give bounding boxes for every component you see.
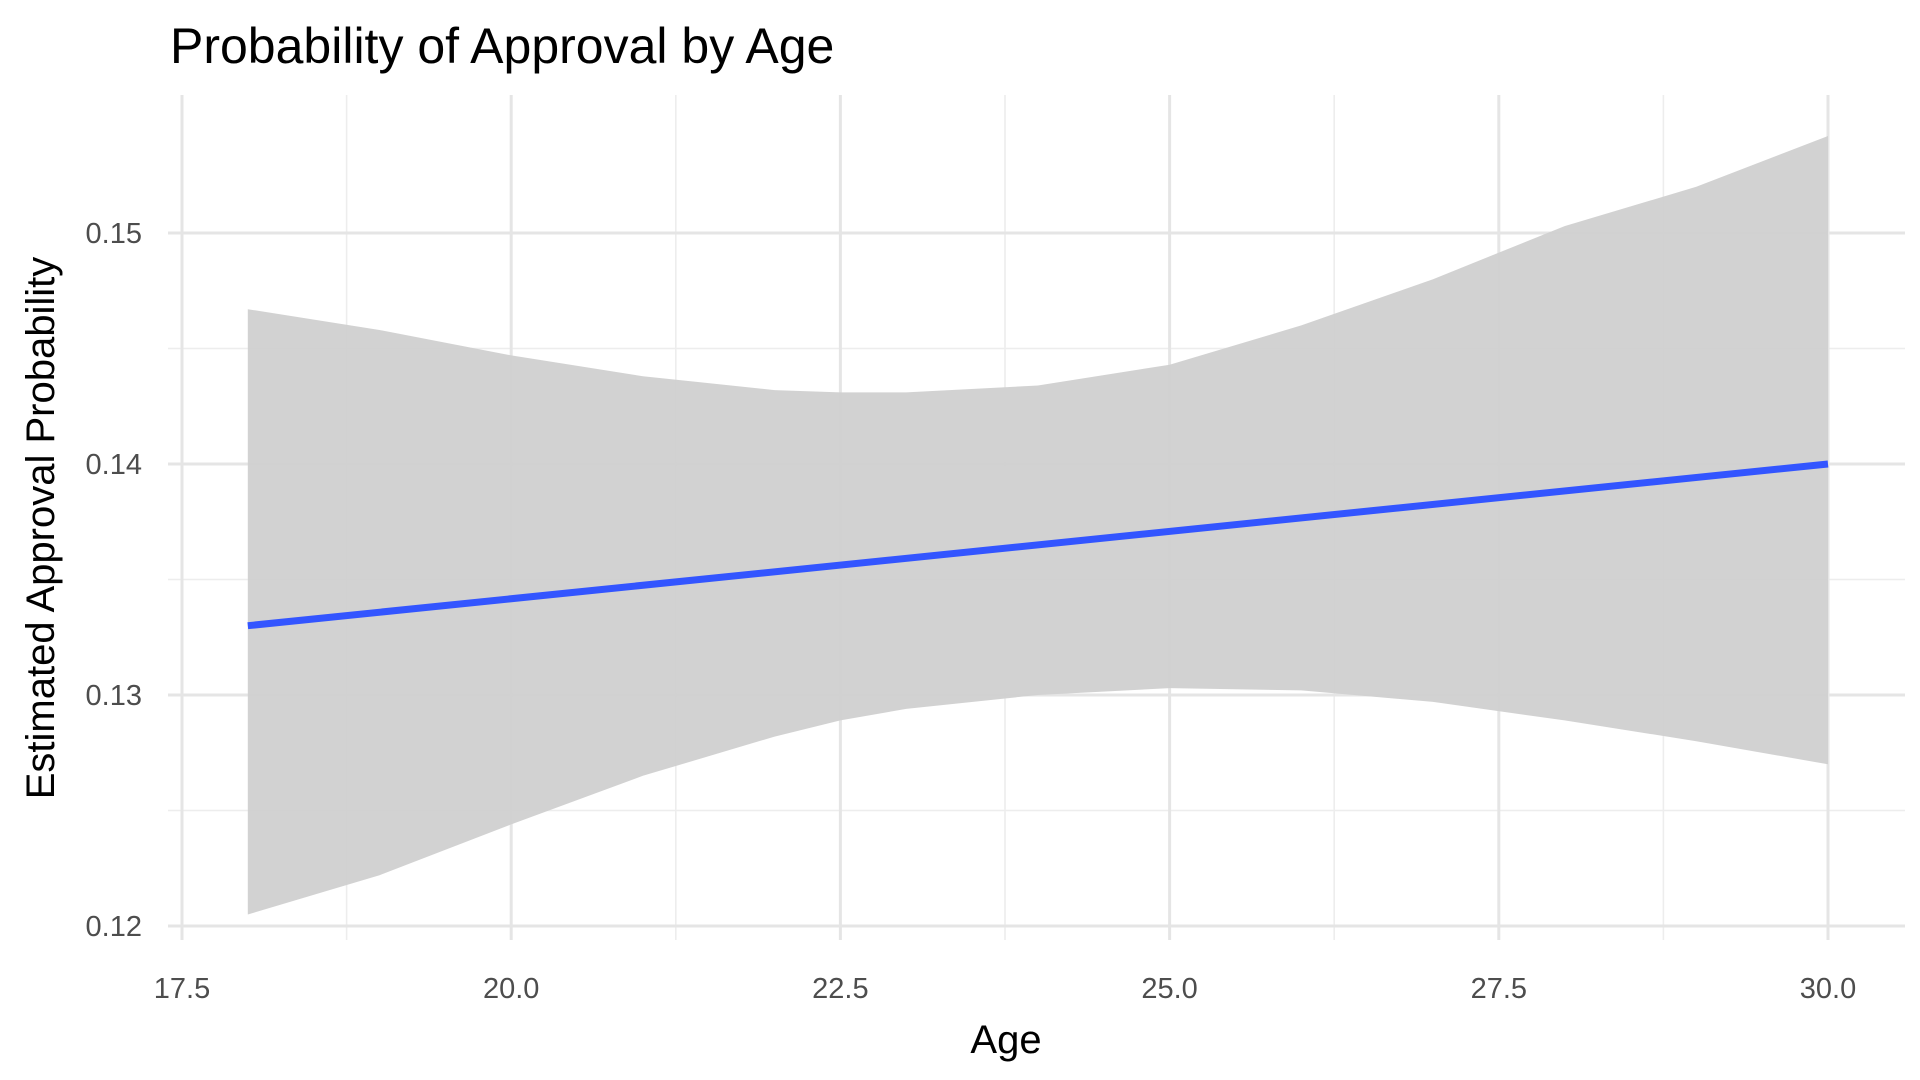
y-tick-label: 0.15 <box>86 218 142 250</box>
chart-title: Probability of Approval by Age <box>170 18 834 74</box>
x-axis-title: Age <box>970 1018 1041 1062</box>
y-tick-labels: 0.12 0.13 0.14 0.15 <box>86 218 142 943</box>
x-tick-label: 17.5 <box>154 973 210 1005</box>
x-tick-label: 30.0 <box>1800 973 1856 1005</box>
x-tick-label: 22.5 <box>812 973 868 1005</box>
y-axis-title: Estimated Approval Probability <box>19 257 63 800</box>
y-tick-label: 0.14 <box>86 449 142 481</box>
x-tick-labels: 17.5 20.0 22.5 25.0 27.5 30.0 <box>154 973 1856 1005</box>
y-tick-label: 0.12 <box>86 911 142 943</box>
trend-line <box>247 460 1829 630</box>
x-tick-label: 25.0 <box>1141 973 1197 1005</box>
confidence-band <box>247 136 1828 915</box>
x-tick-label: 27.5 <box>1471 973 1527 1005</box>
x-tick-label: 20.0 <box>483 973 539 1005</box>
series-line-layer <box>247 460 1829 630</box>
confidence-band-layer <box>247 136 1828 915</box>
y-tick-label: 0.13 <box>86 680 142 712</box>
